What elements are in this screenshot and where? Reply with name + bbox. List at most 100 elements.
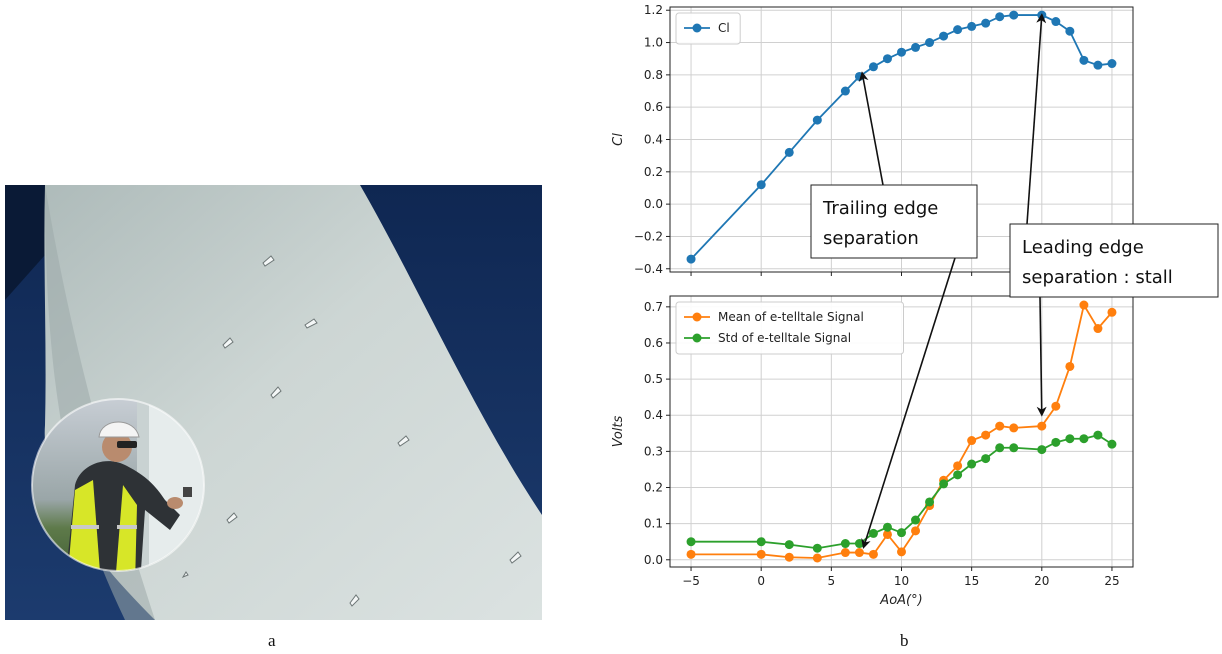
data-point (854, 548, 864, 558)
data-point (1037, 445, 1047, 455)
annotation-box (810, 184, 978, 259)
data-point (1079, 55, 1089, 65)
x-tick-label: −5 (682, 574, 700, 588)
data-point (784, 540, 794, 550)
data-point (1093, 430, 1103, 440)
data-point (882, 529, 892, 539)
data-point (911, 42, 921, 52)
data-point (967, 21, 977, 31)
data-point (854, 539, 864, 549)
x-tick-label: 25 (1104, 574, 1119, 588)
data-point (882, 522, 892, 532)
data-point (1107, 307, 1117, 317)
data-point (995, 12, 1005, 22)
data-point (1065, 26, 1075, 36)
annotation-box (1009, 223, 1219, 298)
annotation-text: separation (823, 228, 919, 249)
data-point (840, 539, 850, 549)
annotation-text: Leading edge (1022, 237, 1144, 258)
y-axis-label: Volts (611, 415, 626, 447)
data-point (1065, 361, 1075, 371)
data-point (953, 25, 963, 35)
data-point (1107, 439, 1117, 449)
y-tick-label: 0.1 (644, 517, 663, 531)
x-tick-label: 10 (894, 574, 909, 588)
x-tick-label: 20 (1034, 574, 1049, 588)
y-tick-label: 0.8 (644, 68, 663, 82)
data-point (756, 180, 766, 190)
e-telltale-sensors (181, 255, 522, 607)
y-tick-label: 0.4 (644, 133, 663, 147)
data-point (868, 528, 878, 538)
annotation-arrow (861, 257, 956, 550)
data-point (967, 436, 977, 446)
legend-box (675, 301, 904, 355)
y-tick-label: 0.5 (644, 372, 663, 386)
data-point (756, 537, 766, 547)
data-point (1051, 437, 1061, 447)
data-point (1009, 423, 1019, 433)
legend-swatch-marker (692, 333, 702, 343)
data-point (981, 454, 991, 464)
data-point (868, 62, 878, 72)
data-point (939, 479, 949, 489)
legend-label: Mean of e-telltale Signal (718, 310, 864, 324)
annotation-arrow (1026, 13, 1047, 225)
y-axis-label: Cl (611, 133, 626, 146)
data-point (911, 515, 921, 525)
legend-label: Std of e-telltale Signal (718, 331, 851, 345)
data-point (784, 147, 794, 157)
data-point (897, 547, 906, 557)
data-point (1037, 421, 1047, 431)
inset-border (31, 398, 205, 572)
caption-a: a (268, 631, 276, 650)
y-tick-label: 0.3 (644, 444, 663, 458)
data-point (953, 461, 963, 471)
hub-shadow (5, 185, 45, 300)
data-point (995, 421, 1005, 431)
cl-and-etelltale-charts: −0.4 −0.2 0.0 0.2 0.4 0.6 0.8 1.0 1.2 Cl Cl 0.0 0.1… (611, 3, 1219, 608)
annotation-arrow (858, 71, 884, 186)
y-tick-label: 1.2 (644, 3, 663, 17)
y-tick-label: 0.6 (644, 336, 663, 350)
data-point (812, 115, 822, 125)
data-point (925, 497, 935, 507)
data-point (1065, 434, 1075, 444)
data-point (812, 543, 822, 553)
annotation-text: separation : stall (1022, 267, 1173, 288)
data-point (840, 548, 850, 558)
x-tick-label: 5 (828, 574, 836, 588)
data-point (686, 537, 696, 547)
y-tick-label: 0.0 (644, 197, 663, 211)
y-tick-label: 1.0 (644, 36, 663, 50)
y-tick-label: 0.2 (644, 481, 663, 495)
legend-label: Cl (718, 21, 730, 35)
data-point (1009, 443, 1019, 453)
data-point (784, 552, 794, 562)
data-point (1107, 59, 1117, 69)
annotation-text: Trailing edge (822, 198, 938, 219)
data-point (686, 254, 696, 264)
y-tick-label: 0.4 (644, 408, 663, 422)
data-point (686, 549, 696, 559)
data-point (1093, 324, 1103, 334)
y-tick-label: 0.6 (644, 100, 663, 114)
data-point (1051, 17, 1061, 27)
data-point (995, 443, 1005, 453)
data-point (897, 47, 906, 57)
legend-swatch-marker (692, 312, 702, 322)
data-point (981, 430, 991, 440)
caption-b: b (900, 631, 909, 650)
y-tick-label: 0.7 (644, 300, 663, 314)
data-point (1093, 60, 1103, 70)
data-point (967, 459, 977, 469)
data-point (812, 553, 822, 563)
annotations: Trailing edge separation Leading edge separ… (810, 13, 1219, 550)
data-point (897, 528, 906, 538)
data-point (840, 86, 850, 96)
wind-turbine-blade-photo (5, 185, 542, 620)
data-point (1079, 300, 1089, 310)
x-tick-label: 0 (757, 574, 765, 588)
data-point (1009, 10, 1019, 20)
data-point (925, 38, 935, 48)
